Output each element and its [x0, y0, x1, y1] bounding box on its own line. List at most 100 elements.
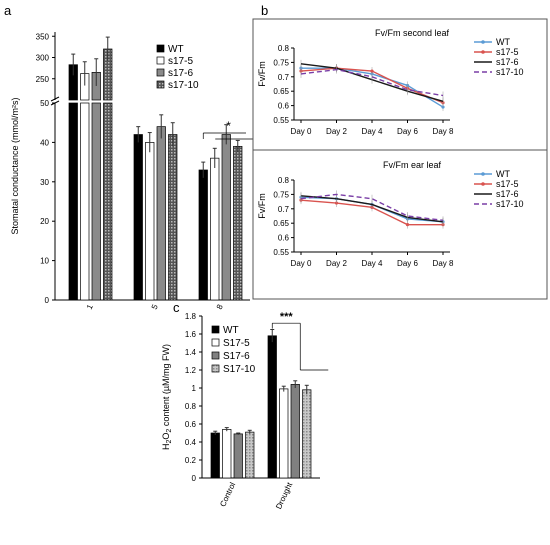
- legend-label-WT: WT: [223, 325, 239, 336]
- y-tick-label: 1.6: [185, 330, 197, 339]
- y-axis-label: Stomatal conductance (mmol/m²s): [10, 97, 20, 234]
- y-tick-label: 50: [40, 99, 49, 108]
- bar-s17-6-lower: [91, 102, 101, 301]
- y-tick-label: 0.6: [278, 234, 290, 243]
- series-point-s17-5: [405, 223, 410, 227]
- y-tick-label: 0.8: [185, 402, 197, 411]
- axis-break-mark: [50, 96, 60, 102]
- x-tick-label: Day 1: [78, 303, 95, 310]
- legend-swatch-S17-5: [211, 338, 220, 347]
- bar-S17-5: [222, 429, 232, 479]
- y-tick-label: 300: [36, 54, 50, 63]
- panel-label-a: a: [4, 3, 12, 18]
- x-tick-label: Day 2: [326, 127, 347, 136]
- y-tick-label: 350: [36, 32, 50, 41]
- y-tick-label: 0.6: [278, 102, 290, 111]
- bar-S17-10: [245, 431, 255, 479]
- bar-WT-lower: [68, 102, 78, 301]
- series-point-s17-5: [370, 69, 374, 73]
- y-tick-label: 1.4: [185, 348, 197, 357]
- bar-s17-5: [210, 157, 220, 301]
- legend-label-s17-10: s17-10: [168, 80, 199, 91]
- legend-swatch-s17-10: [156, 80, 165, 89]
- panel-label-c: c: [173, 300, 180, 315]
- bar-S17-5: [279, 388, 289, 479]
- y-tick-label: 0.4: [185, 438, 197, 447]
- y-tick-label: 0.8: [278, 176, 290, 185]
- legend-label-WT: WT: [168, 44, 184, 55]
- bar-s17-10: [233, 145, 243, 301]
- bar-S17-6: [233, 433, 243, 479]
- y-tick-label: 250: [36, 75, 50, 84]
- y-axis-label-part: 2: [166, 440, 173, 444]
- series-point-s17-5: [334, 201, 339, 205]
- x-tick-label: Day 2: [326, 259, 347, 268]
- x-tick-label: Drought: [274, 480, 295, 510]
- chart-title: Fv/Fm second leaf: [375, 28, 450, 38]
- x-tick-label: Day 6: [397, 127, 418, 136]
- bar-S17-10: [302, 389, 312, 479]
- legend-label-S17-6: S17-6: [223, 351, 250, 362]
- x-tick-label: Control: [218, 481, 237, 508]
- bar-WT: [210, 432, 220, 479]
- bar-s17-5: [145, 142, 155, 301]
- legend-swatch-S17-6: [211, 351, 220, 360]
- legend-label-s17-10: s17-10: [496, 199, 524, 209]
- legend-marker-WT: [481, 40, 485, 44]
- chart-a-stomatal-conductance: 250 300 350 0 10 20 30 40 50 Stomatal conductance…: [10, 32, 254, 310]
- legend-swatch-WT: [156, 44, 165, 53]
- y-tick-label: 0.2: [185, 456, 197, 465]
- x-tick-label: Day 0: [291, 127, 312, 136]
- y-axis-label: Fv/Fm: [257, 61, 267, 87]
- bar-s17-10-lower: [103, 102, 113, 301]
- y-tick-label: 0.75: [273, 190, 289, 199]
- legend-label-S17-5: S17-5: [223, 338, 250, 349]
- y-tick-label: 0.8: [278, 44, 290, 53]
- y-tick-label: 0: [45, 296, 50, 305]
- y-tick-label: 0.7: [278, 73, 290, 82]
- series-point-WT: [441, 105, 445, 109]
- legend-label-s17-5: s17-5: [496, 179, 519, 189]
- legend-label-s17-5: s17-5: [168, 56, 193, 67]
- bar-WT: [198, 169, 208, 301]
- legend-marker-s17-5: [481, 182, 485, 186]
- y-tick-label: 40: [40, 138, 49, 147]
- series-line-s17-10: [300, 193, 444, 222]
- legend-marker-WT: [481, 172, 485, 176]
- panel-label-b: b: [261, 3, 269, 18]
- x-tick-label: Day 5: [143, 303, 160, 310]
- y-tick-label: 0.6: [185, 420, 197, 429]
- x-tick-label: Day 8: [433, 127, 454, 136]
- legend-label-s17-6: s17-6: [496, 57, 519, 67]
- legend-swatch-S17-10: [211, 364, 220, 373]
- chart-b-fvfm: Fv/Fm second leaf 0.55 0.6 0.65 0.7 0.75 0.8 Da…: [252, 18, 548, 300]
- legend-swatch-WT: [211, 325, 220, 334]
- bar-S17-6: [290, 384, 300, 479]
- y-tick-label: 30: [40, 178, 49, 187]
- y-tick-label: 1: [192, 384, 197, 393]
- series-line-s17-10: [300, 68, 444, 97]
- legend-label-S17-10: S17-10: [223, 364, 256, 375]
- chart-title: Fv/Fm ear leaf: [383, 160, 442, 170]
- x-tick-label: Day 8: [208, 303, 225, 310]
- legend-label-s17-10: s17-10: [496, 67, 524, 77]
- y-tick-label: 0.55: [273, 116, 289, 125]
- legend-label-WT: WT: [496, 169, 510, 179]
- bar-WT: [133, 134, 143, 301]
- y-tick-label: 0.7: [278, 205, 290, 214]
- y-tick-label: 0.55: [273, 248, 289, 257]
- x-tick-label: Day 0: [291, 259, 312, 268]
- y-axis-label-part: O: [161, 433, 171, 440]
- y-tick-label: 20: [40, 217, 49, 226]
- legend-swatch-s17-5: [156, 56, 165, 65]
- y-tick-label: 0.65: [273, 219, 289, 228]
- y-tick-label: 0.65: [273, 87, 289, 96]
- x-tick-label: Day 4: [362, 259, 383, 268]
- bar-WT: [267, 335, 277, 479]
- y-axis-label-part: 2: [166, 429, 173, 433]
- legend-label-s17-6: s17-6: [168, 68, 193, 79]
- legend-swatch-s17-6: [156, 68, 165, 77]
- legend-label-WT: WT: [496, 37, 510, 47]
- legend-label-s17-5: s17-5: [496, 47, 519, 57]
